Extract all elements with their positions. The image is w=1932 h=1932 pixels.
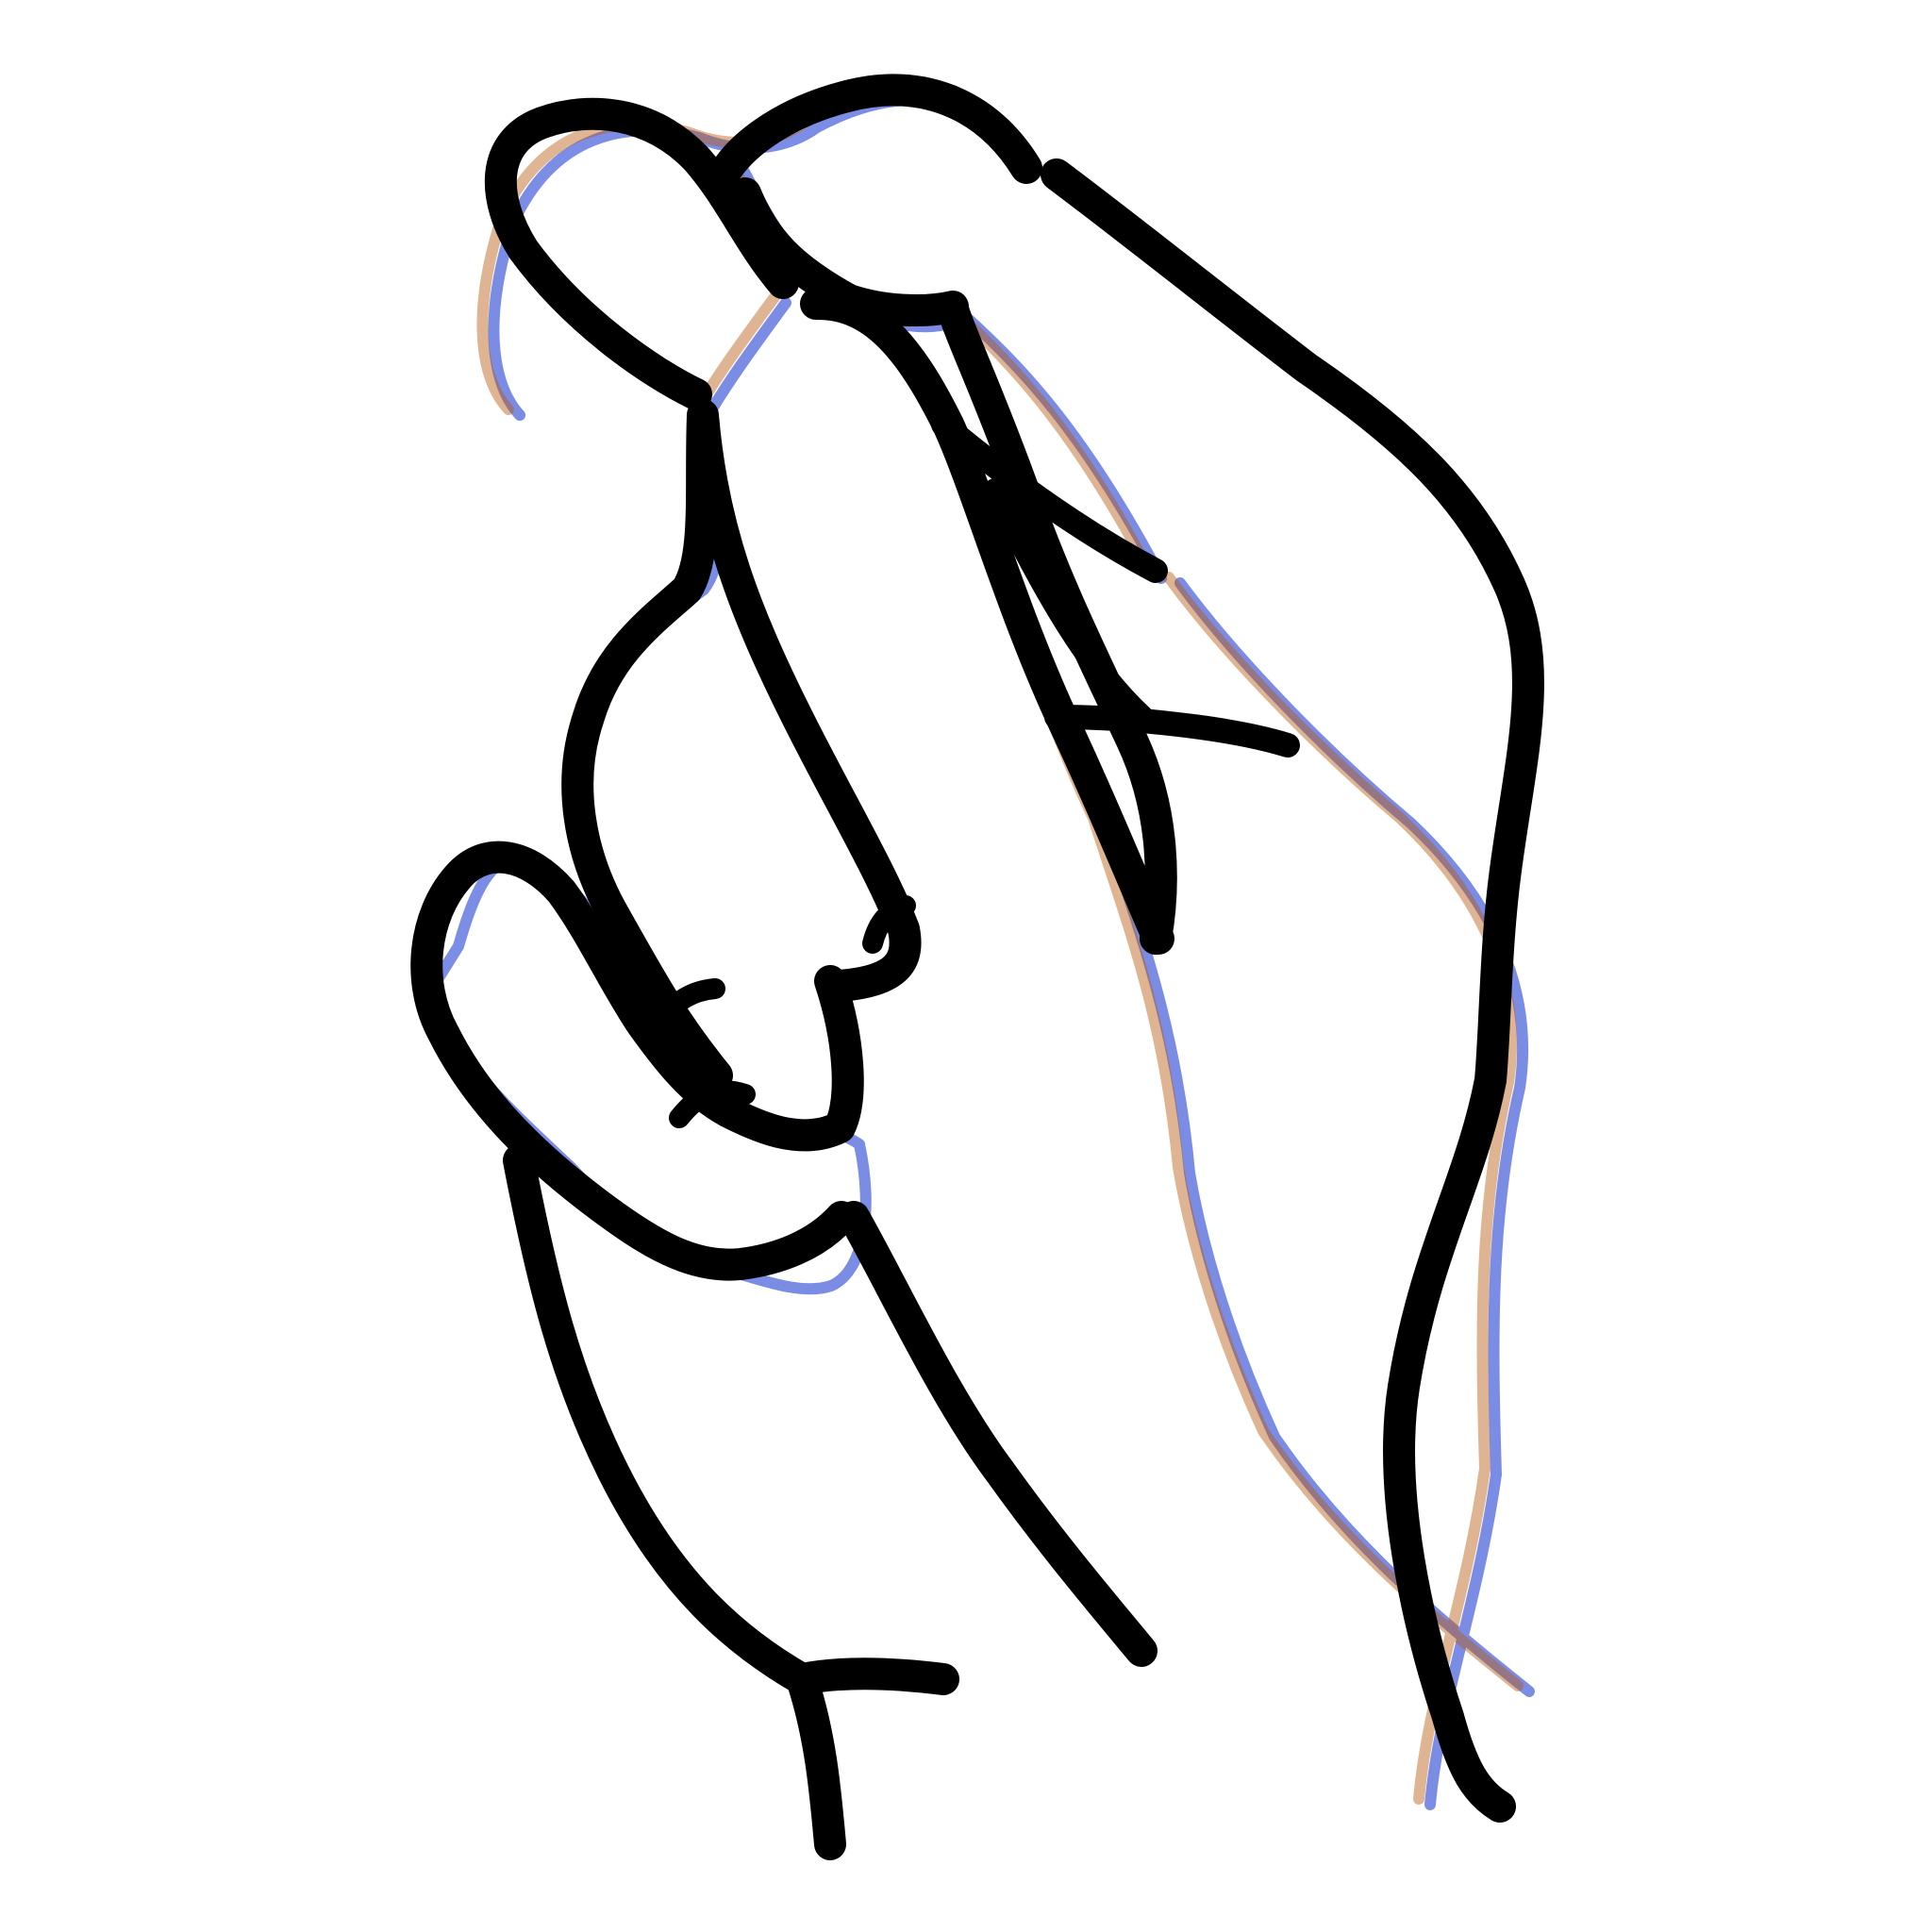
lower-finger-crease [650,978,725,1034]
knuckle-crease-2 [1044,705,1300,758]
thumb-web-crease [862,895,916,954]
hand-outline-layer [410,74,1544,1860]
finger-split-line [983,478,1154,729]
index-finger-outline [561,399,922,1091]
index-fingertip-outline [484,97,799,410]
wrist-left-outline [503,1144,959,1860]
knuckle-crease-1 [931,412,1168,583]
ring-finger-outline [410,841,864,1281]
ring-tip-crease [669,1080,756,1128]
palm-outline [838,158,1544,1823]
